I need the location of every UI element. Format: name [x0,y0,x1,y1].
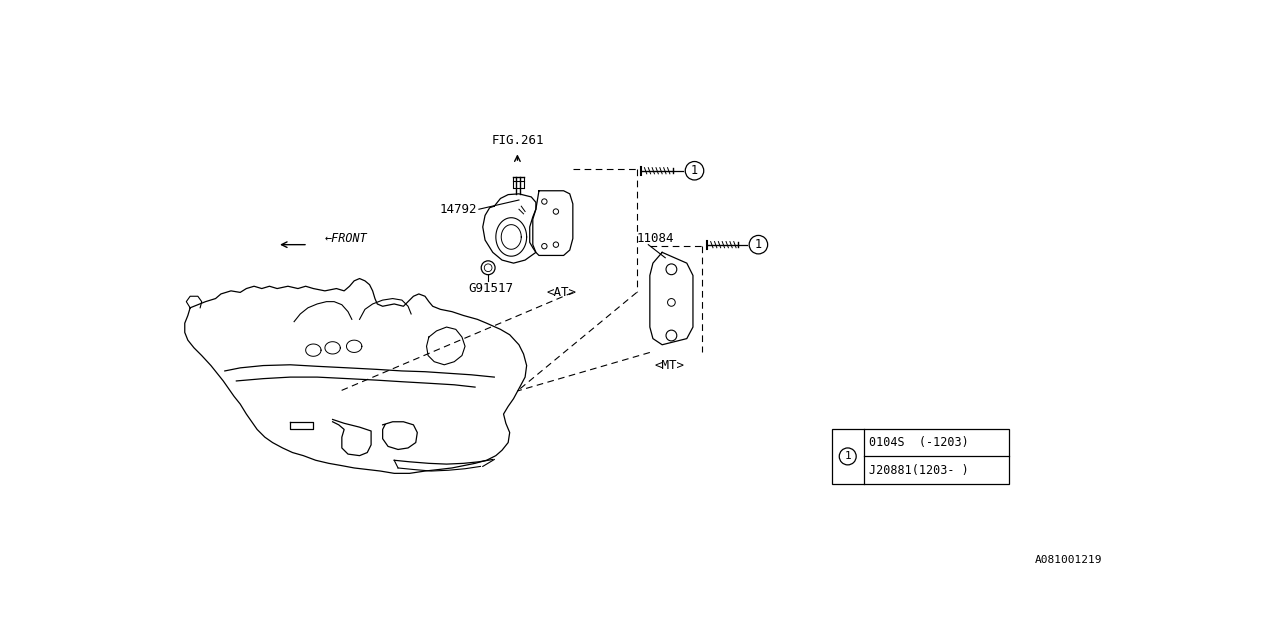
Text: J20881(1203- ): J20881(1203- ) [869,464,968,477]
Text: G91517: G91517 [468,282,513,295]
Text: 1: 1 [691,164,698,177]
Text: 1: 1 [755,238,762,251]
Text: 11084: 11084 [636,232,675,245]
Text: 1: 1 [845,451,851,461]
Text: 14792: 14792 [440,203,477,216]
Text: <MT>: <MT> [654,359,685,372]
Text: FIG.261: FIG.261 [492,134,544,147]
Bar [832,429,1009,484]
Text: A081001219: A081001219 [1036,555,1102,564]
Text: <AT>: <AT> [547,286,577,299]
Text: ←FRONT: ←FRONT [325,232,367,245]
Text: 0104S  (-1203): 0104S (-1203) [869,436,968,449]
